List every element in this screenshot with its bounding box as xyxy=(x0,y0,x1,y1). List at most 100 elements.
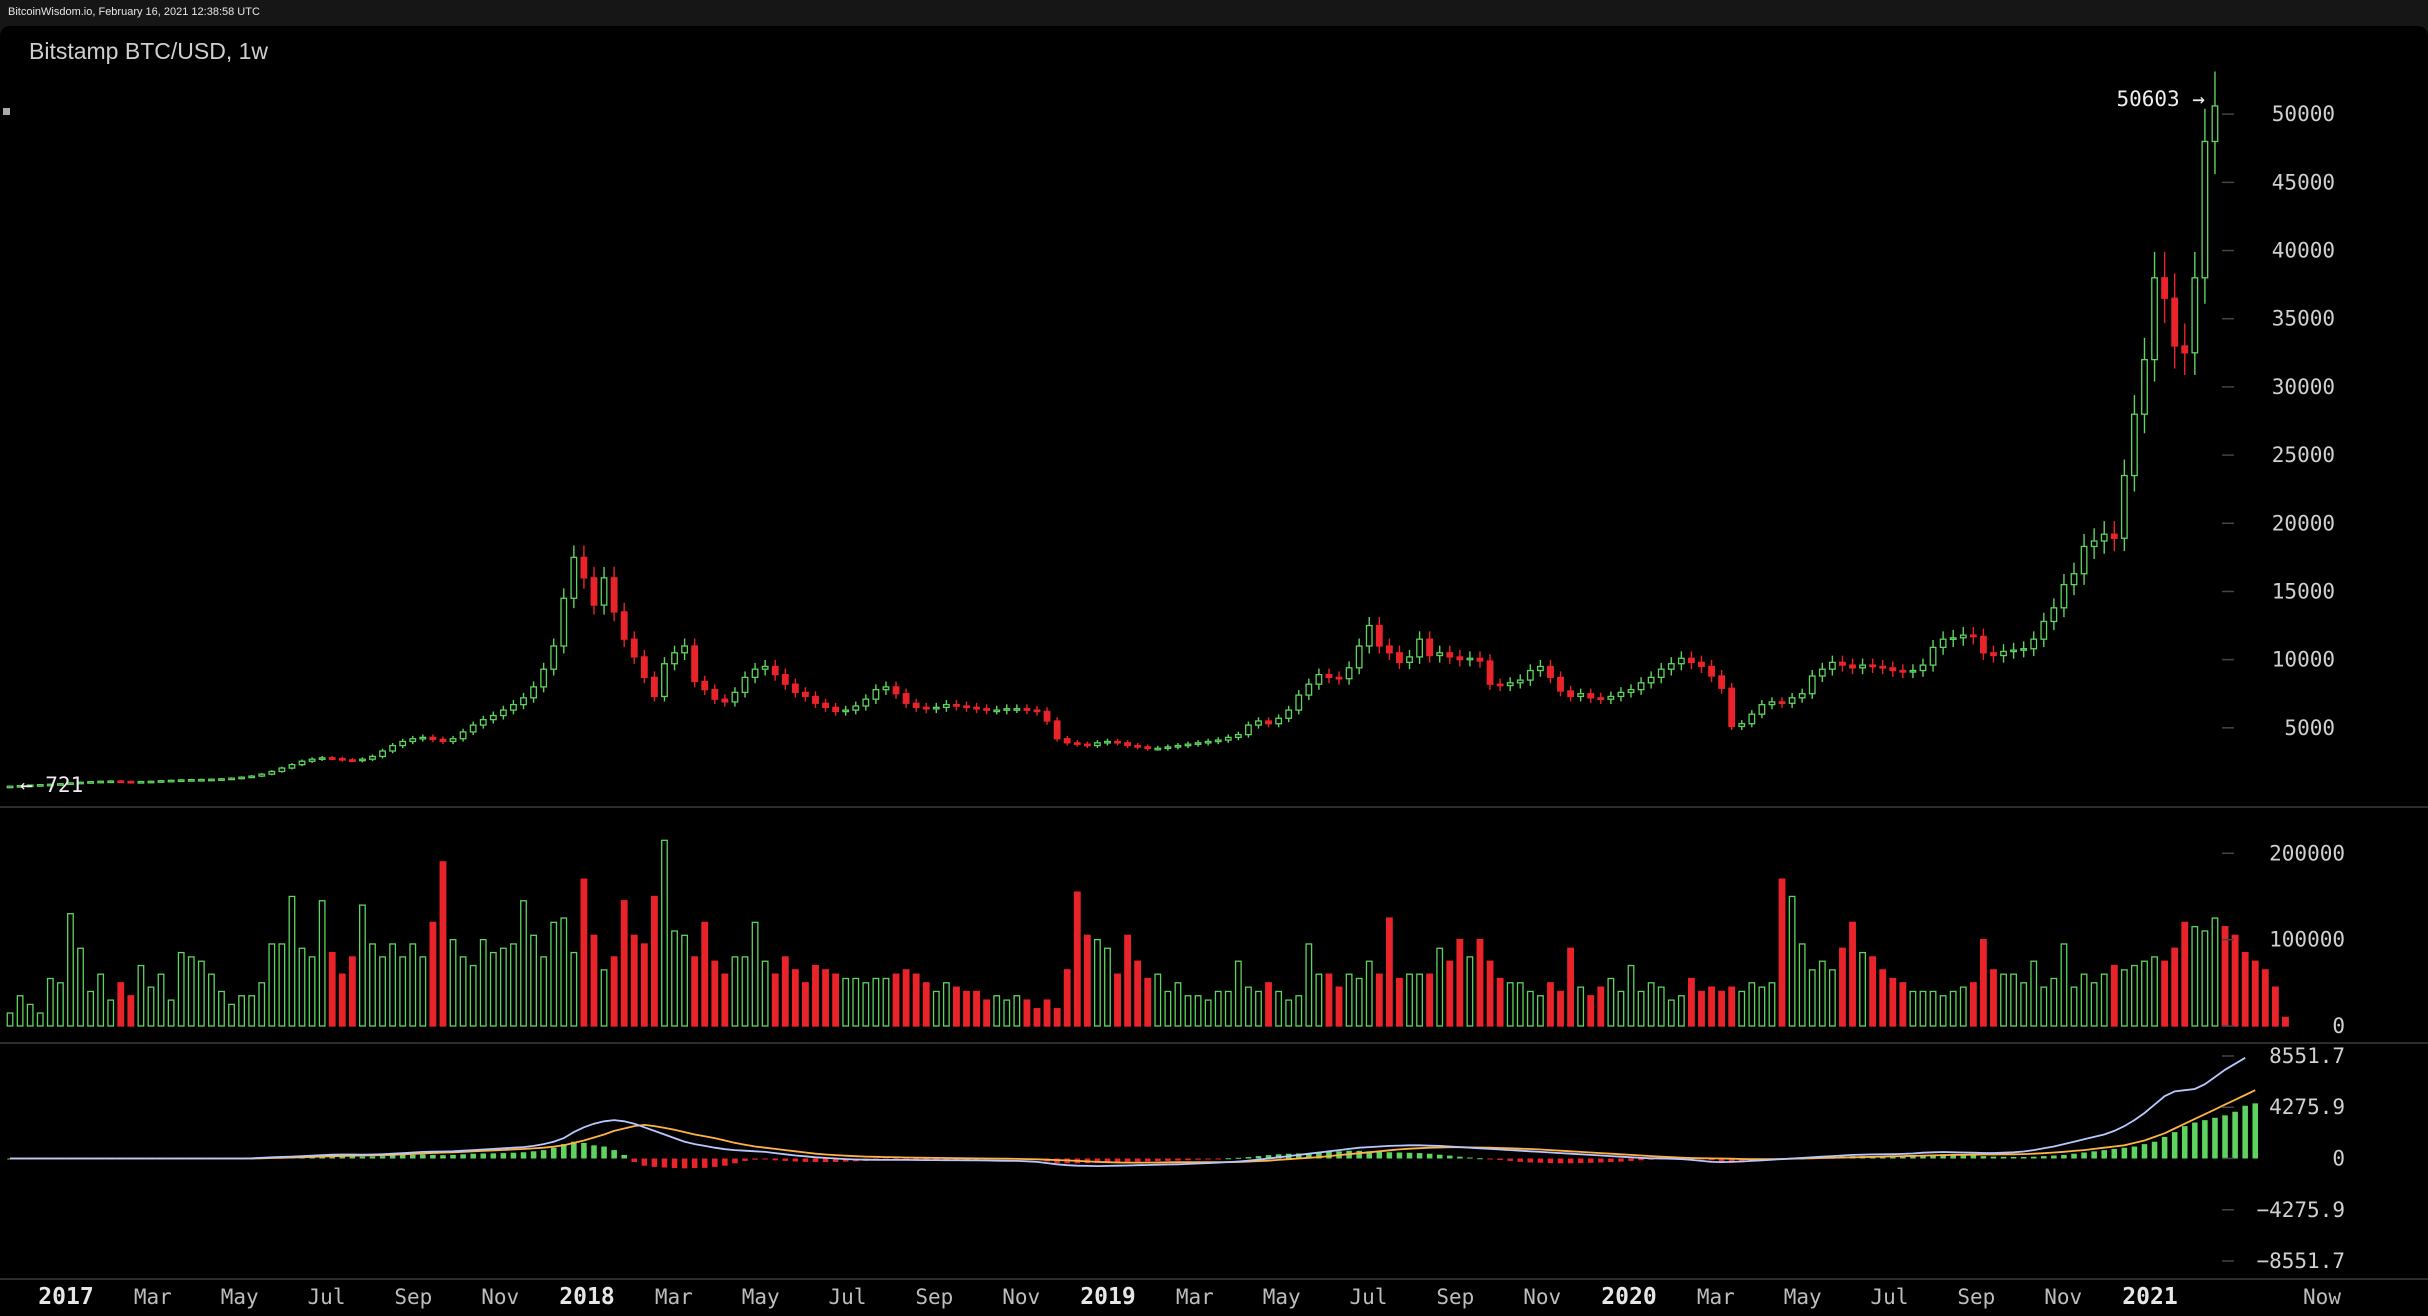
macd-histogram-bar xyxy=(1265,1155,1272,1159)
volume-bar xyxy=(2161,960,2169,1027)
price-candle xyxy=(1657,668,1665,679)
price-candle xyxy=(963,705,970,709)
volume-bar xyxy=(852,977,860,1027)
volume-bar xyxy=(2181,921,2189,1027)
macd-histogram-bar xyxy=(2151,1141,2158,1159)
macd-histogram-bar xyxy=(2091,1151,2097,1159)
price-candle xyxy=(479,718,487,726)
volume-bar xyxy=(1627,964,1635,1027)
volume-bar xyxy=(1929,990,1937,1027)
price-candle xyxy=(1265,720,1272,725)
volume-bar xyxy=(892,973,900,1027)
macd-histogram-bar xyxy=(369,1156,376,1159)
x-axis-label: Nov xyxy=(1523,1285,1561,1309)
macd-histogram-bar xyxy=(520,1152,527,1159)
volume-bar xyxy=(1939,995,1947,1027)
price-candle xyxy=(1184,743,1192,747)
x-axis-label: Mar xyxy=(1176,1285,1214,1309)
x-axis-label: Jul xyxy=(308,1285,346,1309)
macd-histogram-bar xyxy=(943,1158,950,1160)
price-candle xyxy=(308,758,316,762)
macd-histogram-bar xyxy=(1416,1153,1423,1159)
volume-bar xyxy=(2211,917,2219,1027)
price-candle xyxy=(1104,740,1111,744)
volume-bar xyxy=(610,956,618,1027)
price-axis-label: 15000 xyxy=(2272,579,2335,603)
volume-bar xyxy=(298,947,306,1027)
volume-bar xyxy=(1255,990,1262,1027)
price-candle xyxy=(832,706,840,713)
price-candle xyxy=(359,758,366,762)
macd-histogram-bar xyxy=(1547,1158,1554,1164)
price-candle xyxy=(1929,646,1937,666)
price-candle xyxy=(1426,638,1434,657)
volume-bar xyxy=(993,995,1001,1027)
volume-bar xyxy=(338,973,346,1027)
volume-bar xyxy=(2050,977,2058,1027)
volume-bar xyxy=(1698,990,1705,1027)
macd-histogram-bar xyxy=(450,1154,456,1159)
volume-bar xyxy=(1547,982,1554,1027)
volume-bar xyxy=(1234,960,1242,1027)
price-candle xyxy=(620,611,628,640)
price-candle xyxy=(671,652,678,665)
price-candle xyxy=(1033,709,1041,713)
volume-bar xyxy=(479,938,487,1027)
price-candle xyxy=(499,709,507,717)
macd-histogram-bar xyxy=(2081,1152,2087,1159)
volume-axis-label: 200000 xyxy=(2269,841,2345,865)
price-candle xyxy=(701,680,709,691)
macd-histogram-bar xyxy=(561,1144,567,1159)
macd-histogram-bar xyxy=(1467,1157,1473,1159)
macd-histogram-bar xyxy=(923,1158,930,1160)
price-candle xyxy=(278,767,286,773)
macd-histogram-bar xyxy=(2030,1156,2037,1159)
volume-bar xyxy=(1355,977,1363,1027)
price-candle xyxy=(580,556,588,579)
volume-bar xyxy=(842,977,850,1027)
volume-bar xyxy=(681,934,689,1027)
volume-bar xyxy=(1979,938,1987,1027)
macd-histogram-bar xyxy=(530,1151,537,1159)
volume-bar xyxy=(1093,938,1101,1027)
price-candle xyxy=(1406,656,1413,664)
macd-histogram-bar xyxy=(1255,1156,1262,1159)
price-candle xyxy=(2080,545,2088,575)
price-candle xyxy=(1013,708,1021,711)
price-candle xyxy=(1889,667,1897,672)
macd-histogram-bar xyxy=(1487,1158,1493,1160)
price-candle xyxy=(973,706,980,710)
volume-bar xyxy=(1043,999,1051,1027)
macd-histogram-bar xyxy=(1406,1152,1413,1159)
price-candle xyxy=(993,709,1001,713)
price-candle xyxy=(248,775,256,779)
macd-histogram-bar xyxy=(1426,1153,1433,1159)
macd-axis-label: −8551.7 xyxy=(2256,1249,2345,1273)
price-candle xyxy=(187,778,195,782)
macd-histogram-bar xyxy=(1960,1154,1967,1159)
price-candle xyxy=(1255,720,1262,726)
price-candle xyxy=(751,668,759,679)
price-candle xyxy=(1023,708,1031,711)
volume-bar xyxy=(2241,951,2249,1027)
volume-bar xyxy=(932,990,940,1027)
x-axis-label: Sep xyxy=(394,1285,432,1309)
volume-bar xyxy=(1416,973,1423,1027)
macd-histogram-bar xyxy=(933,1158,940,1160)
macd-histogram-bar xyxy=(2141,1144,2148,1159)
volume-bar xyxy=(177,951,185,1027)
volume-bar xyxy=(2120,969,2128,1027)
price-candle xyxy=(36,784,44,787)
price-candle xyxy=(2131,413,2138,477)
macd-histogram-bar xyxy=(1104,1158,1111,1163)
macd-histogram-bar xyxy=(339,1156,346,1159)
macd-histogram-bar xyxy=(2101,1150,2107,1159)
volume-bar xyxy=(2000,973,2007,1027)
macd-histogram-bar xyxy=(1295,1153,1302,1159)
macd-histogram-bar xyxy=(2192,1122,2198,1159)
price-candle xyxy=(399,740,407,747)
volume-bar xyxy=(318,900,326,1027)
price-candle xyxy=(459,731,467,740)
macd-histogram-bar xyxy=(1436,1154,1443,1159)
price-candle xyxy=(922,706,930,710)
